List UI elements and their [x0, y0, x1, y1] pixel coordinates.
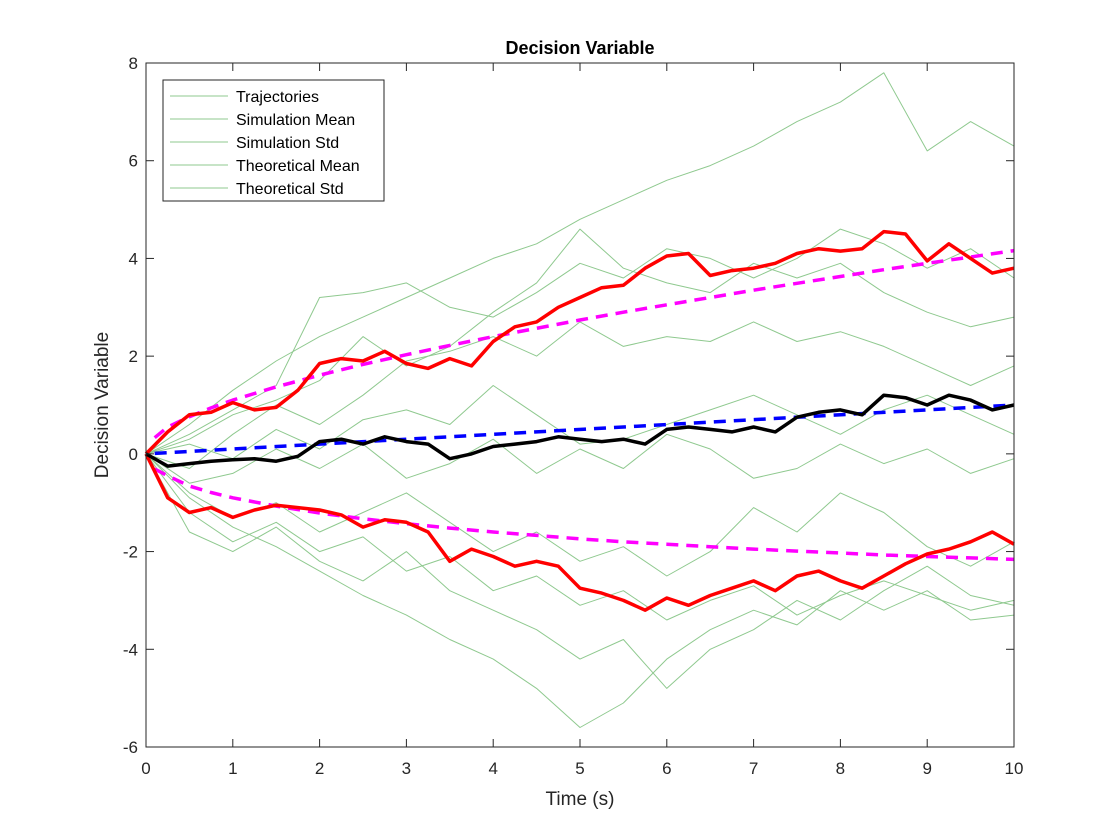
- x-tick-label: 0: [141, 759, 150, 778]
- x-tick-label: 9: [922, 759, 931, 778]
- legend-box: [162, 79, 385, 202]
- y-tick-label: 4: [129, 249, 138, 268]
- trajectory-line-1: [145, 72, 1015, 455]
- x-axis-ticks: 0 1 2 3 4 5 6 7 8 9 10: [141, 63, 1023, 778]
- x-tick-label: 1: [228, 759, 237, 778]
- x-tick-label: 8: [836, 759, 845, 778]
- x-tick-label: 2: [315, 759, 324, 778]
- trajectory-line-5: [145, 385, 1015, 460]
- y-tick-label: 8: [129, 54, 138, 73]
- trajectory-line-4: [145, 321, 1015, 469]
- x-axis-label: Time (s): [546, 789, 615, 810]
- trajectory-line-7: [145, 453, 1015, 577]
- y-axis-label: Decision Variable: [92, 332, 113, 478]
- trajectory-line-10: [145, 453, 1015, 728]
- y-tick-label: 2: [129, 347, 138, 366]
- legend-label: Theoretical Std: [236, 181, 344, 198]
- legend: Trajectories Simulation Mean Simulation St…: [162, 79, 385, 202]
- simulation-mean-line-0: [145, 393, 1015, 468]
- x-tick-label: 4: [488, 759, 497, 778]
- theoretical-std-line-5: [153, 467, 1015, 562]
- x-tick-label: 7: [749, 759, 758, 778]
- trajectory-line-9: [145, 453, 1015, 689]
- x-tick-label: 6: [662, 759, 671, 778]
- x-tick-label: 3: [402, 759, 411, 778]
- y-tick-label: 0: [129, 445, 138, 464]
- series-layer: [144, 229, 1015, 612]
- legend-label: Theoretical Mean: [236, 158, 360, 175]
- x-tick-label: 5: [575, 759, 584, 778]
- theoretical-mean-line-3: [154, 403, 1015, 456]
- y-tick-label: -6: [123, 738, 138, 757]
- y-tick-label: -2: [123, 543, 138, 562]
- y-tick-label: -4: [123, 640, 138, 659]
- x-tick-label: 10: [1005, 759, 1024, 778]
- simulation-std-line-1: [144, 229, 1015, 456]
- legend-label: Trajectories: [236, 89, 319, 106]
- trajectory-line-6: [145, 433, 1015, 484]
- legend-label: Simulation Std: [236, 135, 339, 152]
- legend-label: Simulation Mean: [236, 112, 355, 129]
- trajectory-line-3: [145, 228, 1015, 455]
- y-tick-label: 6: [129, 152, 138, 171]
- simulation-std-line-2: [144, 453, 1015, 612]
- theoretical-std-line-4: [153, 248, 1015, 440]
- y-axis-ticks: -6 -4 -2 0 2 4 6 8: [123, 54, 1014, 757]
- trajectory-line-2: [145, 228, 1015, 455]
- chart-title: Decision Variable: [505, 38, 654, 58]
